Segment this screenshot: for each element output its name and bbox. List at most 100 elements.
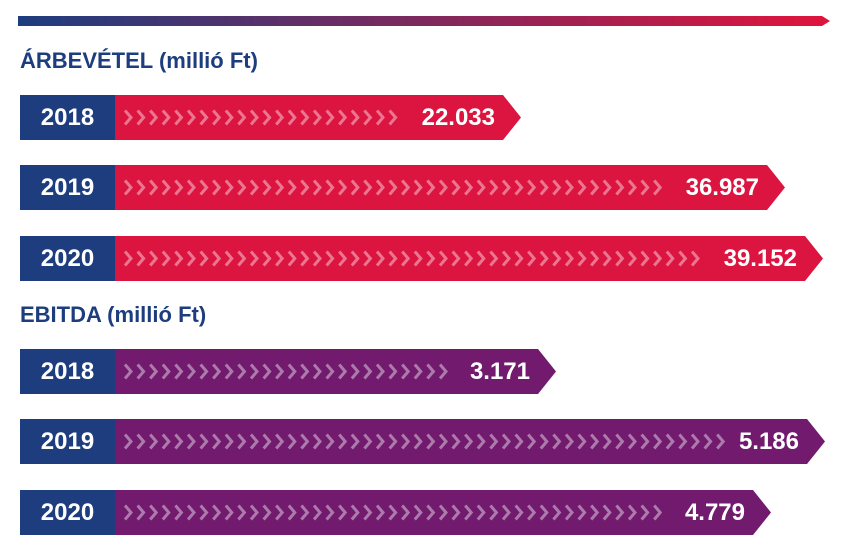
bar-body xyxy=(115,95,521,140)
chevron-icon xyxy=(501,250,511,267)
chevron-icon xyxy=(312,433,322,450)
chevron-icon xyxy=(212,433,222,450)
chevron-icon xyxy=(363,433,373,450)
chevron-icon xyxy=(640,433,650,450)
year-label: 2020 xyxy=(20,490,115,535)
chevron-icon xyxy=(287,433,297,450)
chevron-icon xyxy=(174,109,184,126)
chevron-icon xyxy=(237,504,247,521)
revenue-bar-2020 xyxy=(115,236,823,281)
chevron-icon xyxy=(577,504,587,521)
chevron-icon xyxy=(489,179,499,196)
chevron-icon xyxy=(287,504,297,521)
chevron-icon xyxy=(375,109,385,126)
chevron-icon xyxy=(224,504,234,521)
chevron-icon xyxy=(539,179,549,196)
chevron-icon xyxy=(489,433,499,450)
chevron-icon xyxy=(451,433,461,450)
chevron-icon xyxy=(186,179,196,196)
chevron-icon xyxy=(186,504,196,521)
chevron-icon xyxy=(665,250,675,267)
chevron-icon xyxy=(539,504,549,521)
ebitda-bar-2019 xyxy=(115,419,825,464)
chevron-icon xyxy=(438,250,448,267)
chevron-icon xyxy=(325,433,335,450)
bar-body xyxy=(115,236,823,281)
chevron-icon xyxy=(212,250,222,267)
chevron-icon xyxy=(300,363,310,380)
chevron-icon xyxy=(186,433,196,450)
chevron-icon xyxy=(237,363,247,380)
chevron-icon xyxy=(388,109,398,126)
chevron-icon xyxy=(615,250,625,267)
chevron-icon xyxy=(375,250,385,267)
value-label: 39.152 xyxy=(723,245,797,272)
chevron-icon xyxy=(149,504,159,521)
chevron-icon xyxy=(375,179,385,196)
chevron-icon xyxy=(476,433,486,450)
chevron-icon xyxy=(287,109,297,126)
chevron-icon xyxy=(527,250,537,267)
chevron-icon xyxy=(577,250,587,267)
chevron-icon xyxy=(564,433,574,450)
chevron-icon xyxy=(350,250,360,267)
chevron-icon xyxy=(615,179,625,196)
chevron-icon xyxy=(161,109,171,126)
chevron-icon xyxy=(590,179,600,196)
chevron-icon xyxy=(325,109,335,126)
chevron-icon xyxy=(186,363,196,380)
chevron-icon xyxy=(451,250,461,267)
chevron-icon xyxy=(413,179,423,196)
chevron-icon xyxy=(426,363,436,380)
chevron-icon xyxy=(123,179,133,196)
chevron-icon xyxy=(149,363,159,380)
chevron-icon xyxy=(413,363,423,380)
chevron-icon xyxy=(262,504,272,521)
chevron-icon xyxy=(678,433,688,450)
chevron-icon xyxy=(438,504,448,521)
chevron-icon xyxy=(514,504,524,521)
value-label: 36.987 xyxy=(685,174,759,201)
chevron-icon xyxy=(640,250,650,267)
chevron-icon xyxy=(489,504,499,521)
chevron-icon xyxy=(350,179,360,196)
chevron-icon xyxy=(338,250,348,267)
chevron-icon xyxy=(186,109,196,126)
chevron-icon xyxy=(262,109,272,126)
chevron-icon xyxy=(602,433,612,450)
chevron-icon xyxy=(552,179,562,196)
chevron-icon xyxy=(174,504,184,521)
chevron-icon xyxy=(375,363,385,380)
chevron-icon xyxy=(476,250,486,267)
chevron-icon xyxy=(300,250,310,267)
chevron-icon xyxy=(224,363,234,380)
chevron-icon xyxy=(564,504,574,521)
chevron-icon xyxy=(426,179,436,196)
chevron-icon xyxy=(426,250,436,267)
chevron-icon xyxy=(123,363,133,380)
chevron-icon xyxy=(426,504,436,521)
chevron-icon xyxy=(602,179,612,196)
chevron-icon xyxy=(464,504,474,521)
chevron-icon xyxy=(312,250,322,267)
chevron-icon xyxy=(300,433,310,450)
chevron-icon xyxy=(199,250,209,267)
chevron-icon xyxy=(401,363,411,380)
year-label: 2019 xyxy=(20,419,115,464)
chevron-icon xyxy=(514,179,524,196)
chevron-icon xyxy=(174,179,184,196)
chevron-icon xyxy=(275,504,285,521)
chevron-icon xyxy=(249,179,259,196)
chevron-icon xyxy=(527,433,537,450)
chevron-icon xyxy=(136,363,146,380)
chevron-icon xyxy=(464,179,474,196)
chevron-icon xyxy=(338,363,348,380)
chevron-icon xyxy=(174,433,184,450)
chevron-icon xyxy=(464,433,474,450)
chevron-icon xyxy=(300,109,310,126)
chevron-icon xyxy=(312,179,322,196)
chevron-icon xyxy=(388,250,398,267)
chevron-icon xyxy=(186,250,196,267)
chevron-icon xyxy=(237,433,247,450)
chevron-icon xyxy=(350,433,360,450)
